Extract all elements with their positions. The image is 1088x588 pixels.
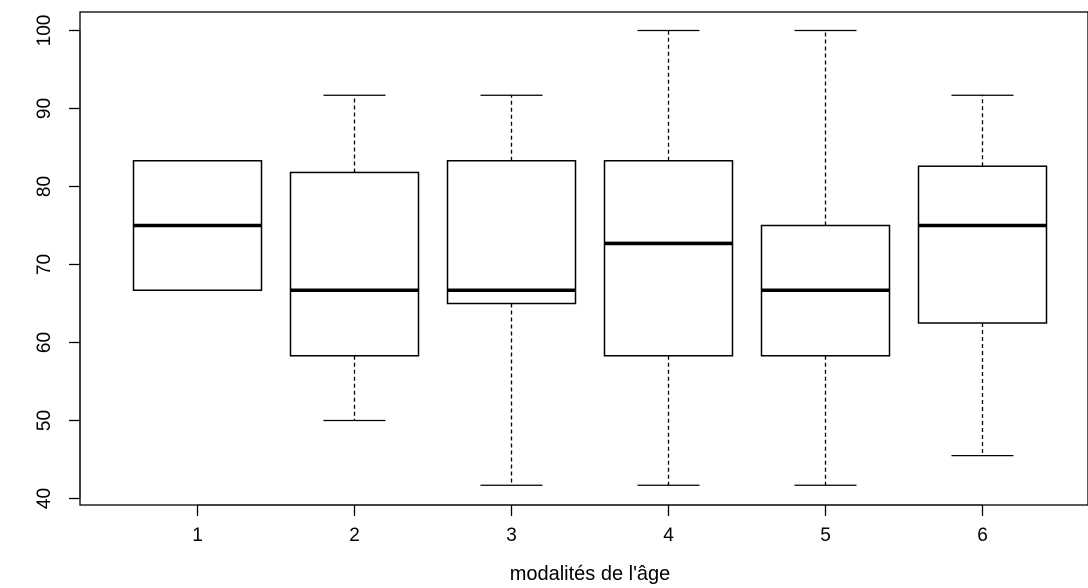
y-tick-label: 90 xyxy=(34,98,55,119)
x-tick-label: 4 xyxy=(663,525,674,546)
box-4 xyxy=(603,29,734,486)
x-tick-label: 2 xyxy=(349,525,360,546)
x-tick-label: 5 xyxy=(820,525,831,546)
x-tick-label: 6 xyxy=(977,525,988,546)
box-5 xyxy=(760,29,891,486)
y-tick-label: 40 xyxy=(34,488,55,509)
x-axis-title: modalités de l'âge xyxy=(510,563,671,585)
box-iqr xyxy=(289,171,420,357)
boxes-layer xyxy=(132,29,1048,486)
x-tick-label: 1 xyxy=(192,525,203,546)
box-iqr xyxy=(603,160,734,357)
y-tick-label: 70 xyxy=(34,254,55,275)
x-axis: 1 2 3 4 5 6 xyxy=(192,504,988,546)
y-tick-label: 80 xyxy=(34,176,55,197)
box-1 xyxy=(132,160,263,291)
y-tick-label: 60 xyxy=(34,332,55,353)
box-3 xyxy=(446,94,577,486)
box-iqr xyxy=(446,160,577,305)
y-tick-label: 100 xyxy=(34,15,55,47)
box-6 xyxy=(917,94,1048,457)
box-iqr xyxy=(917,165,1048,324)
x-tick-label: 3 xyxy=(506,525,517,546)
y-axis: 40 50 60 70 80 90 100 xyxy=(34,15,81,509)
box-2 xyxy=(289,94,420,422)
y-tick-label: 50 xyxy=(34,410,55,431)
